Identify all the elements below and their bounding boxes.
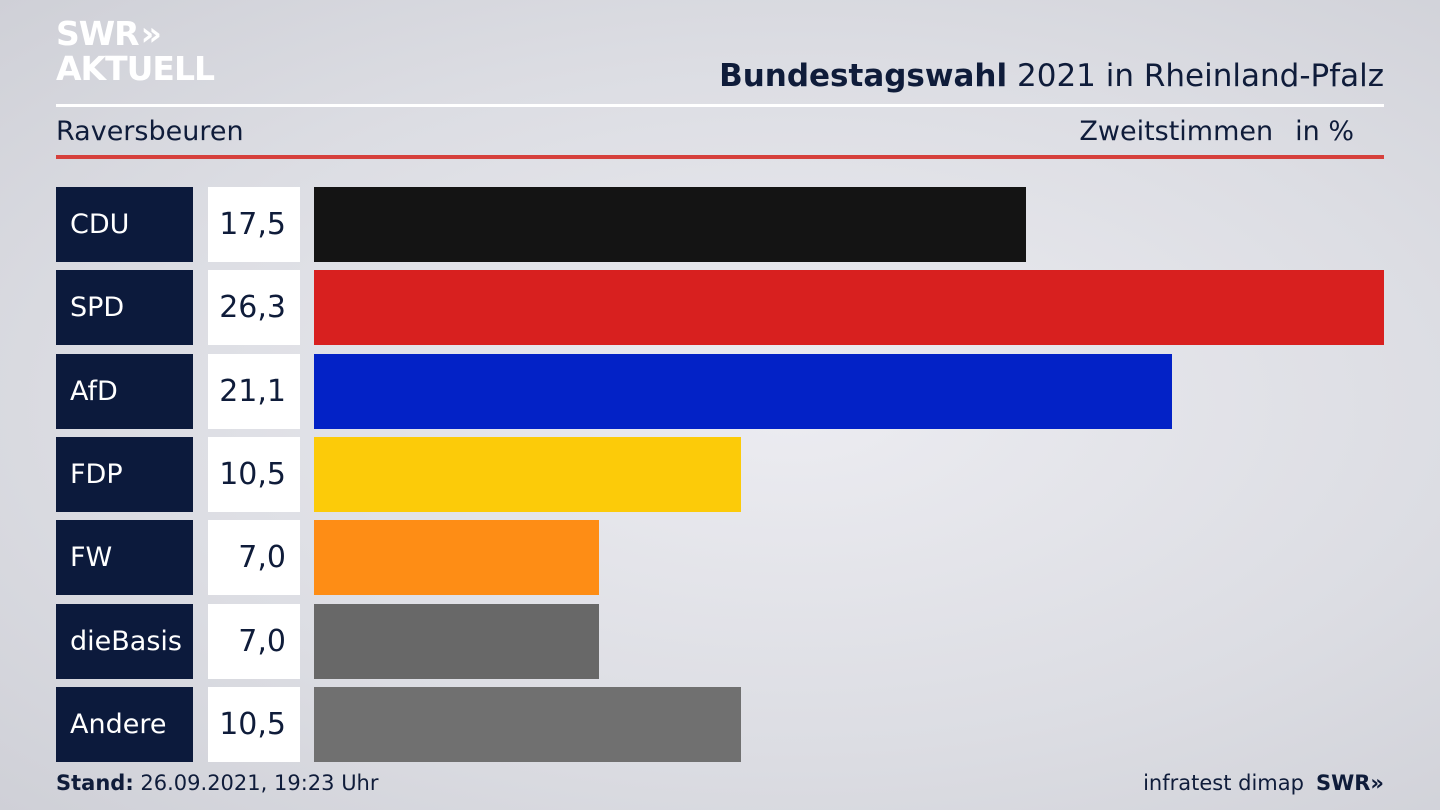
bar-fw (314, 520, 599, 596)
logo-swr: SWR (56, 14, 140, 53)
source-label: infratest dimap (1143, 771, 1304, 795)
party-label: FW (56, 520, 193, 596)
logo-chevron-icon: » (140, 14, 162, 53)
party-label: FDP (56, 436, 193, 512)
bar-cdu (314, 187, 1026, 262)
bar-fdp (314, 436, 741, 512)
timestamp: Stand: 26.09.2021, 19:23 Uhr (56, 771, 379, 795)
party-label: AfD (56, 353, 193, 429)
header-divider (56, 104, 1384, 107)
chart-row: dieBasis 7,0 (56, 603, 1384, 679)
value-label: 21,1 (208, 353, 300, 429)
stand-value: 26.09.2021, 19:23 Uhr (140, 771, 379, 795)
chart-title: Bundestagswahl 2021 in Rheinland-Pfalz (719, 58, 1384, 94)
chart-row: CDU 17,5 (56, 187, 1384, 262)
footer-chevron-icon: » (1370, 771, 1384, 795)
chart-row: FDP 10,5 (56, 436, 1384, 512)
party-label: Andere (56, 686, 193, 762)
swr-aktuell-logo: SWR» AKTUELL (56, 14, 215, 88)
bar-spd (314, 270, 1384, 346)
location-label: Raversbeuren (56, 116, 244, 147)
chart-row: SPD 26,3 (56, 270, 1384, 346)
title-rest: 2021 in Rheinland-Pfalz (1017, 58, 1384, 94)
measure-name: Zweitstimmen (1079, 116, 1274, 147)
footer-swr-logo: SWR» (1316, 771, 1384, 795)
title-bold: Bundestagswahl (719, 58, 1008, 94)
footer-brand: SWR (1315, 771, 1371, 795)
chart-row: AfD 21,1 (56, 353, 1384, 429)
measure-label: Zweitstimmen in % (1079, 116, 1354, 147)
stand-label: Stand: (56, 771, 134, 795)
value-label: 7,0 (208, 520, 300, 596)
chart-row: Andere 10,5 (56, 686, 1384, 762)
value-label: 7,0 (208, 603, 300, 679)
logo-aktuell: AKTUELL (56, 49, 215, 88)
bar-afd (314, 353, 1172, 429)
bar-diebasis (314, 603, 599, 679)
bar-andere (314, 686, 741, 762)
source-credit: infratest dimap SWR» (1143, 771, 1384, 795)
value-label: 26,3 (208, 270, 300, 346)
party-label: dieBasis (56, 603, 193, 679)
chart-row: FW 7,0 (56, 520, 1384, 596)
value-label: 10,5 (208, 686, 300, 762)
accent-divider (56, 155, 1384, 159)
unit-label: in % (1295, 116, 1354, 147)
value-label: 10,5 (208, 436, 300, 512)
party-label: CDU (56, 187, 193, 262)
value-label: 17,5 (208, 187, 300, 262)
party-label: SPD (56, 270, 193, 346)
